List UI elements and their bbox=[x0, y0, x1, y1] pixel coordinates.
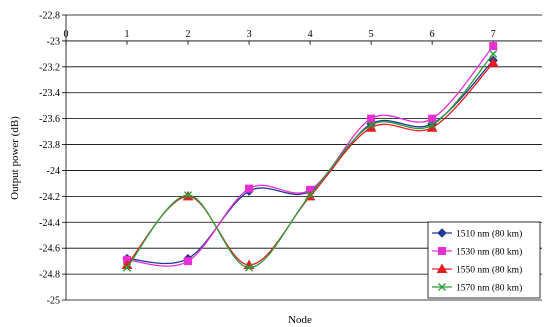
legend-marker bbox=[438, 247, 446, 255]
legend-item: 1510 nm (80 km) bbox=[432, 228, 522, 240]
legend-label: 1510 nm (80 km) bbox=[456, 229, 522, 240]
y-tick-label: -23.2 bbox=[39, 62, 60, 73]
legend-item: 1530 nm (80 km) bbox=[432, 247, 522, 258]
data-point bbox=[184, 191, 193, 200]
legend-label: 1530 nm (80 km) bbox=[456, 247, 522, 258]
legend-label: 1550 nm (80 km) bbox=[456, 265, 522, 276]
data-point bbox=[367, 121, 376, 130]
data-point bbox=[245, 263, 254, 272]
data-point bbox=[428, 114, 437, 123]
y-axis: -22.8 -23 -23.2 -23.4 -23.6 -23.8 -24 -24.2 -24.… bbox=[39, 11, 67, 307]
y-tick-label: -22.8 bbox=[39, 11, 60, 22]
series-lines bbox=[121, 42, 499, 272]
x-tick-label: 5 bbox=[369, 29, 374, 40]
y-tick-label: -24 bbox=[47, 166, 60, 177]
series-2 bbox=[123, 42, 498, 267]
legend-label: 1570 nm (80 km) bbox=[456, 283, 522, 294]
legend-item: 1570 nm (80 km) bbox=[432, 283, 522, 294]
x-tick-label: 6 bbox=[430, 29, 435, 40]
x-axis: 0 1 2 3 4 5 6 7 bbox=[64, 29, 542, 45]
y-tick-label: -23.6 bbox=[39, 114, 60, 125]
x-tick-label: 1 bbox=[125, 29, 130, 40]
y-tick-label: -24.4 bbox=[39, 218, 60, 229]
legend-item: 1550 nm (80 km) bbox=[432, 263, 522, 276]
data-point bbox=[487, 57, 499, 67]
y-tick-label: -25 bbox=[47, 296, 60, 307]
x-tick-label: 0 bbox=[64, 29, 69, 40]
data-point bbox=[489, 49, 498, 58]
y-tick-label: -23 bbox=[47, 36, 60, 47]
x-tick-label: 2 bbox=[186, 29, 191, 40]
data-point bbox=[489, 42, 498, 51]
legend-marker bbox=[438, 283, 446, 291]
y-tick-label: -24.6 bbox=[39, 244, 60, 255]
data-point bbox=[184, 257, 193, 266]
data-point bbox=[245, 184, 254, 193]
y-axis-label: Output power (dB) bbox=[9, 116, 21, 200]
data-point bbox=[306, 191, 315, 200]
y-tick-label: -23.8 bbox=[39, 140, 60, 151]
data-point bbox=[367, 114, 376, 123]
legend-marker bbox=[436, 263, 448, 273]
legend-marker bbox=[437, 228, 447, 238]
data-point bbox=[428, 121, 437, 130]
x-tick-label: 7 bbox=[491, 29, 496, 40]
x-tick-label: 4 bbox=[308, 29, 313, 40]
y-tick-label: -24.8 bbox=[39, 270, 60, 281]
y-tick-label: -24.2 bbox=[39, 192, 60, 203]
series-4 bbox=[123, 49, 498, 272]
legend: 1510 nm (80 km) 1530 nm (80 km) 1550 nm (8… bbox=[427, 221, 541, 299]
legend-box bbox=[427, 221, 541, 299]
data-point bbox=[123, 263, 132, 272]
y-tick-label: -23.4 bbox=[39, 88, 60, 99]
x-tick-label: 3 bbox=[247, 29, 252, 40]
x-axis-label: Node bbox=[288, 314, 312, 326]
